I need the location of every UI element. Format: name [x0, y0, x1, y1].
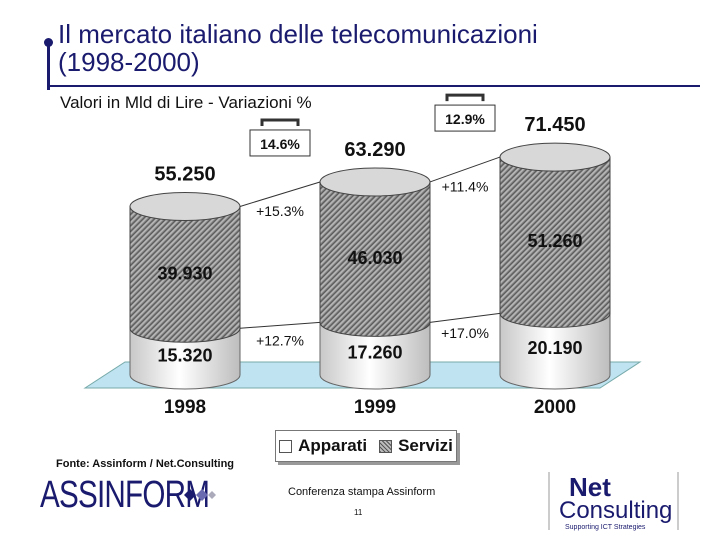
bar-servizi-1999 — [319, 181, 431, 337]
growth-line-servizi-1 — [429, 156, 501, 183]
growth-apparati-1: +17.0% — [441, 325, 489, 341]
assinform-logo: ASSINFORM — [40, 474, 210, 517]
label-servizi-2000: 51.260 — [527, 231, 582, 251]
xtick-2000: 2000 — [534, 397, 576, 418]
bar-apparati-2000 — [499, 312, 611, 390]
netconsulting-logo-net: Net — [569, 472, 611, 502]
connectors-layer — [239, 93, 501, 329]
label-apparati-2000: 20.190 — [527, 338, 582, 358]
assinform-logo-text: ASSINFORM — [40, 474, 210, 516]
legend-swatch-servizi — [379, 439, 393, 453]
bar-apparati-1998 — [129, 327, 241, 390]
assinform-diamonds-icon — [184, 489, 216, 501]
bar-top-2000 — [499, 142, 611, 172]
page-number: 11 — [354, 508, 363, 517]
growth-line-apparati-0 — [239, 321, 321, 329]
label-total-1998: 55.250 — [154, 163, 215, 185]
label-total-1999: 63.290 — [344, 139, 405, 161]
bar-top-1999 — [319, 167, 431, 197]
label-apparati-1998: 15.320 — [157, 346, 212, 366]
legend-label-servizi: Servizi — [398, 436, 453, 455]
growth-bracket-0 — [260, 118, 300, 126]
growth-total-1: 12.9% — [445, 111, 485, 127]
xtick-1998: 1998 — [164, 397, 206, 418]
growth-box-0 — [249, 129, 311, 157]
bar-servizi-1998 — [129, 205, 241, 343]
netconsulting-logo-consulting: Consulting — [559, 497, 672, 524]
growth-line-apparati-1 — [429, 312, 501, 323]
growth-total-0: 14.6% — [260, 136, 300, 152]
bar-servizi-2000 — [499, 156, 611, 328]
legend-swatch-apparati — [279, 439, 293, 453]
growth-servizi-1: +11.4% — [442, 179, 489, 195]
label-apparati-1999: 17.260 — [347, 343, 402, 363]
growth-apparati-0: +12.7% — [256, 332, 304, 348]
title-line-2: (1998-2000) — [58, 47, 200, 77]
growth-line-servizi-0 — [239, 181, 321, 207]
bar-apparati-1999 — [319, 321, 431, 390]
conference-label: Conferenza stampa Assinform — [288, 486, 436, 498]
bar-top-1998 — [129, 191, 241, 221]
title-rule-vertical — [47, 40, 50, 90]
label-servizi-1999: 46.030 — [347, 248, 402, 268]
legend-label-apparati: Apparati — [298, 436, 368, 455]
netconsulting-logo-tagline: Supporting ICT Strategies — [565, 524, 646, 531]
bars-layer — [129, 142, 611, 390]
chart-legend: Apparati Servizi — [275, 430, 457, 462]
growth-bracket-1 — [445, 93, 485, 102]
growth-servizi-0: +15.3% — [256, 203, 304, 219]
label-total-2000: 71.450 — [524, 114, 585, 136]
title-line-1: Il mercato italiano delle telecomunicazi… — [58, 19, 538, 49]
xtick-1999: 1999 — [354, 397, 396, 418]
source-note: Fonte: Assinform / Net.Consulting — [56, 458, 235, 470]
page-title: Il mercato italiano delle telecomunicazi… — [58, 20, 538, 76]
label-servizi-1998: 39.930 — [157, 263, 212, 283]
labels-layer: 15.320 39.930 1998 55.250 17.260 46.030 1999 63… — [154, 111, 585, 418]
chart-subtitle: Valori in Mld di Lire - Variazioni % — [60, 93, 312, 112]
growth-box-1 — [434, 104, 496, 132]
title-rule-horizontal — [47, 85, 700, 87]
netconsulting-logo: Net Consulting Supporting ICT Strategies — [545, 470, 682, 534]
